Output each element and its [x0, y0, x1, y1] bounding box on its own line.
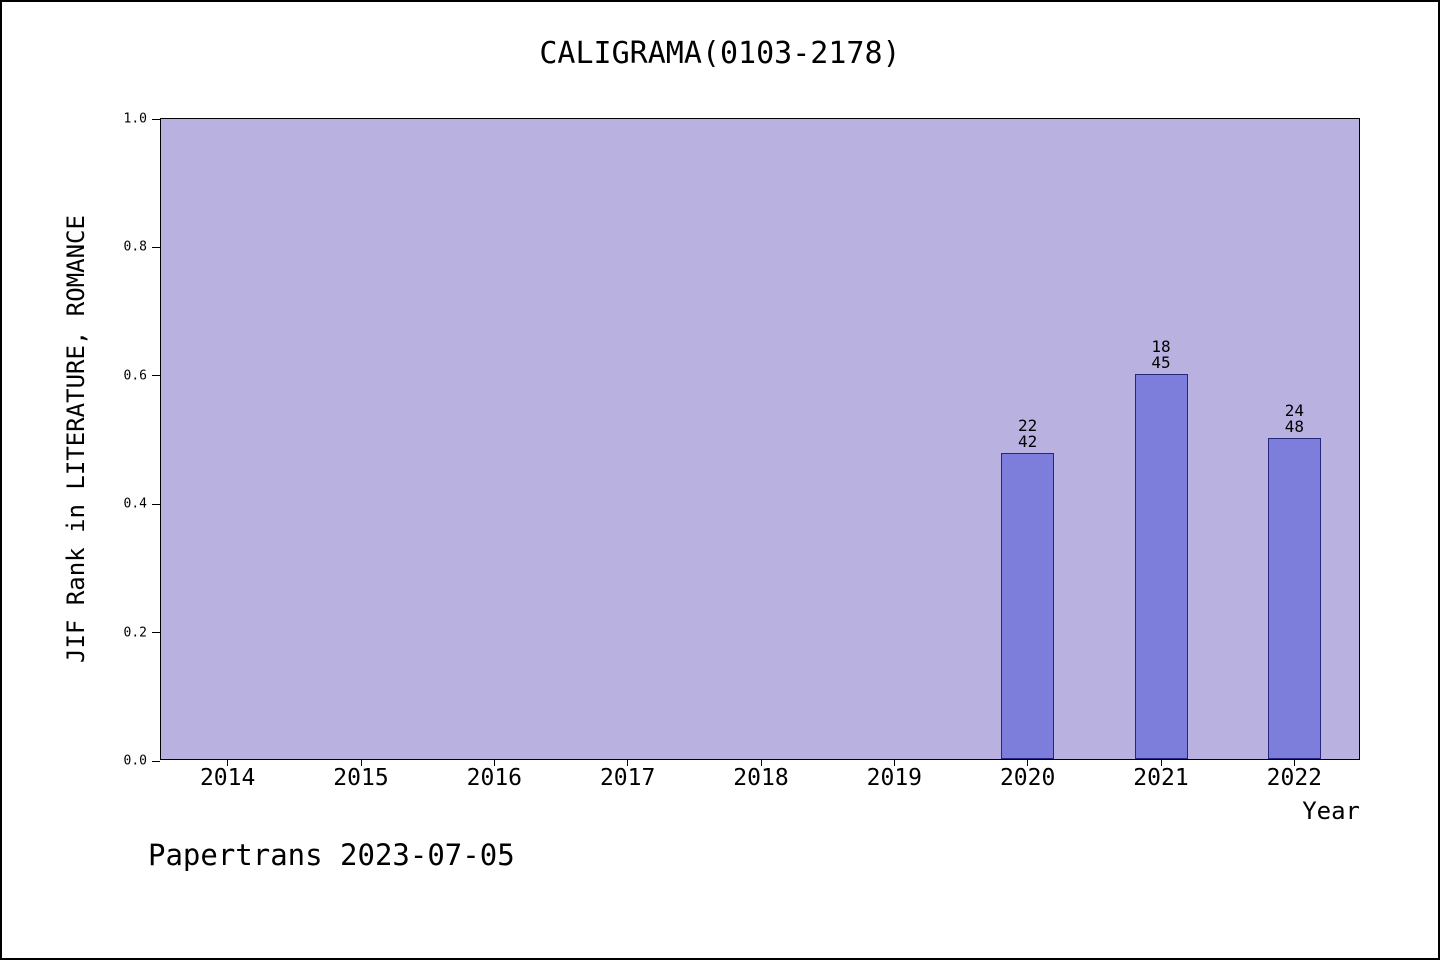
- x-tick-label-2022: 2022: [1266, 765, 1323, 791]
- bar-label-2020: 22 42: [1018, 418, 1037, 450]
- y-axis-tick: [152, 760, 160, 762]
- x-tick-label-2020: 2020: [999, 765, 1056, 791]
- x-tick-label-2019: 2019: [866, 765, 923, 791]
- y-axis-tick: [152, 118, 160, 120]
- plot-area: 0.0 0.2 0.4 0.6 0.8 1.0 2014 2015 2016 2017 2018 20…: [124, 112, 1360, 791]
- y-tick-label: 0.8: [123, 239, 147, 255]
- bar-label-line: 18: [1151, 336, 1171, 356]
- x-tick-label-2016: 2016: [466, 765, 523, 791]
- x-tick-label-2018: 2018: [733, 765, 789, 791]
- x-axis-tick: [227, 760, 229, 766]
- bar-label-2021: 18 45: [1151, 336, 1171, 372]
- bar-label-line: 22: [1018, 416, 1038, 436]
- y-axis-tick: [152, 632, 160, 634]
- bar-label-line: 24: [1284, 401, 1304, 420]
- bar-label-2022: 24 48: [1285, 403, 1304, 435]
- x-axis-tick: [760, 760, 762, 766]
- y-tick-label: 0.4: [123, 496, 147, 512]
- y-tick-label: 0.2: [123, 625, 147, 641]
- footer-credit: Papertrans 2023-07-05: [148, 838, 515, 872]
- y-axis-tick: [152, 375, 160, 377]
- y-axis-tick: [152, 246, 160, 248]
- bar-label-line: 45: [1151, 352, 1171, 372]
- bar-2021: [1134, 373, 1188, 759]
- bar-label-line: 42: [1018, 432, 1038, 452]
- x-tick-label-2014: 2014: [199, 765, 256, 791]
- y-axis-label: JIF Rank in LITERATURE, ROMANCE: [62, 215, 90, 663]
- x-axis-tick: [1293, 760, 1295, 766]
- x-axis-tick: [360, 760, 362, 766]
- x-axis-tick: [1027, 760, 1029, 766]
- y-tick-label: 0.6: [123, 368, 147, 384]
- x-axis-tick: [627, 760, 629, 766]
- x-axis-tick: [1160, 760, 1162, 766]
- x-axis-tick: [493, 760, 495, 766]
- bar-2022: [1267, 438, 1321, 759]
- y-tick-label: 1.0: [123, 111, 147, 127]
- chart-title: CALIGRAMA(0103-2178): [539, 36, 901, 71]
- bar-2020: [1001, 453, 1055, 759]
- y-axis-tick: [152, 503, 160, 505]
- bar-label-line: 48: [1284, 417, 1304, 436]
- x-axis-label: Year: [1302, 797, 1360, 825]
- x-tick-label-2017: 2017: [599, 765, 656, 791]
- x-axis-tick: [893, 760, 895, 766]
- y-tick-label: 0.0: [123, 753, 147, 769]
- x-tick-label-2015: 2015: [333, 765, 389, 791]
- x-tick-label-2021: 2021: [1133, 765, 1189, 791]
